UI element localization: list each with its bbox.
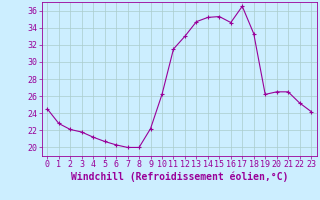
X-axis label: Windchill (Refroidissement éolien,°C): Windchill (Refroidissement éolien,°C) — [70, 172, 288, 182]
